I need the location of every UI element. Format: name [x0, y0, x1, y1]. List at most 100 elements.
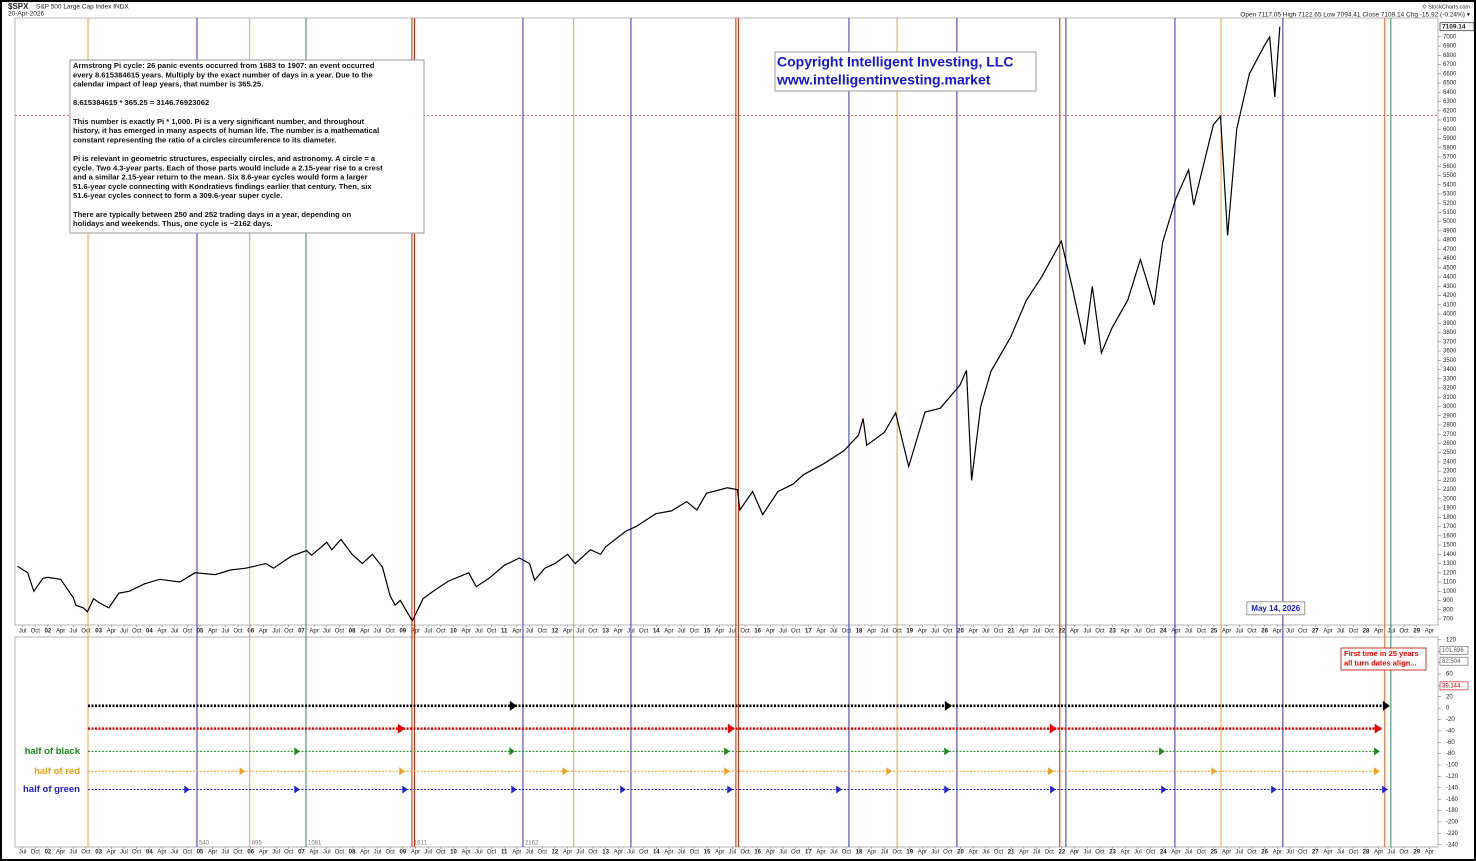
y-tick-label: 5900: [1443, 136, 1457, 142]
x-tick-label: Oct: [284, 629, 294, 635]
x-tick-label: 14: [653, 850, 660, 856]
x-tick-label: 23: [1109, 850, 1116, 856]
x-tick-label: Jul: [1134, 850, 1142, 856]
y-tick-label: 2800: [1443, 423, 1457, 429]
cycle-arrow: [239, 767, 246, 776]
y-tick-label: 1600: [1443, 533, 1457, 539]
cycle-arrow: [1050, 785, 1056, 794]
x-tick-label: Oct: [487, 629, 497, 635]
y2-tick-label: 60: [1446, 672, 1453, 678]
x-tick-label: Oct: [233, 850, 243, 856]
x-tick-label: Oct: [690, 850, 700, 856]
y-tick-label: 5600: [1443, 164, 1457, 170]
x-tick-label: Apr: [1425, 629, 1434, 635]
x-tick-label: Apr: [614, 629, 623, 635]
x-tick-label: Jul: [222, 850, 230, 856]
x-tick-label: Oct: [81, 629, 91, 635]
x-tick-label: Jul: [69, 850, 77, 856]
cycle-arrow: [724, 747, 730, 756]
x-tick-label: Oct: [31, 629, 41, 635]
x-tick-label: Oct: [639, 850, 649, 856]
x-tick-label: Apr: [867, 629, 876, 635]
x-tick-label: Jul: [272, 629, 280, 635]
x-tick-label: Oct: [1197, 850, 1207, 856]
x-tick-label: Jul: [576, 629, 584, 635]
x-tick-label: Apr: [259, 850, 268, 856]
price-panel: [14, 17, 1439, 626]
end-value: 101.696: [1442, 648, 1464, 654]
x-tick-label: Apr: [1070, 629, 1079, 635]
cycle-arrow: [727, 723, 735, 734]
x-tick-label: Apr: [360, 629, 369, 635]
x-tick-label: 28: [1363, 629, 1370, 635]
y-tick-label: 2500: [1443, 450, 1457, 456]
end-value-box: [1439, 656, 1469, 666]
cycle-arrow: [1271, 785, 1277, 794]
x-tick-label: Oct: [588, 850, 598, 856]
copyright-url: www.intelligentinvesting.market: [776, 72, 991, 88]
note-line: history, it has emerged in many aspects …: [73, 126, 379, 135]
note-line: constant representing the ratio of a cir…: [73, 135, 336, 144]
y-tick-label: 900: [1443, 598, 1454, 604]
y-tick-label: 6900: [1443, 44, 1457, 50]
y-tick-label: 5400: [1443, 182, 1457, 188]
y-tick-label: 3600: [1443, 349, 1457, 355]
x-tick-label: Oct: [385, 629, 395, 635]
end-value-box: [1439, 681, 1469, 691]
x-tick-label: 03: [95, 850, 102, 856]
x-tick-label: Jul: [222, 629, 230, 635]
alert-text: all turn dates align...: [1344, 658, 1417, 667]
x-tick-label: Oct: [842, 629, 852, 635]
x-tick-label: Jul: [931, 629, 939, 635]
cycle-arrow: [509, 747, 515, 756]
x-tick-label: 13: [602, 850, 609, 856]
cycle-arrow: [1159, 747, 1165, 756]
y-tick-label: 4800: [1443, 238, 1457, 244]
y2-tick-label: -100: [1446, 763, 1459, 769]
x-tick-label: Jul: [1033, 850, 1041, 856]
x-tick-label: 06: [247, 850, 254, 856]
x-tick-label: Jul: [576, 850, 584, 856]
y-tick-label: 1100: [1443, 580, 1457, 586]
x-tick-label: Oct: [1247, 629, 1257, 635]
cycle-arrow: [509, 700, 517, 711]
x-tick-label: Apr: [157, 629, 166, 635]
x-tick-label: Jul: [1337, 629, 1345, 635]
x-tick-label: Apr: [259, 629, 268, 635]
cycle-arrow: [1382, 785, 1388, 794]
x-tick-label: Jul: [323, 629, 331, 635]
cycle-arrow: [511, 785, 517, 794]
x-tick-label: Oct: [639, 629, 649, 635]
cycle-arrow: [1211, 767, 1217, 776]
x-tick-label: Jul: [678, 629, 686, 635]
x-tick-label: Oct: [335, 850, 345, 856]
alert-box: [1340, 647, 1427, 671]
x-tick-label: 27: [1312, 629, 1319, 635]
y2-tick-label: 120: [1446, 637, 1457, 643]
y-tick-label: 4900: [1443, 228, 1457, 234]
x-tick-label: Jul: [1033, 629, 1041, 635]
note-line: Pi is relevant in geometric structures, …: [73, 154, 376, 163]
x-tick-label: 03: [95, 629, 102, 635]
y2-tick-label: -120: [1446, 774, 1459, 780]
x-tick-label: 19: [906, 850, 913, 856]
y-tick-label: 3100: [1443, 395, 1457, 401]
note-line: This number is exactly Pi * 1,000. Pi is…: [73, 117, 365, 126]
x-tick-label: Apr: [208, 629, 217, 635]
x-tick-label: Apr: [1222, 850, 1231, 856]
note-line: 51.6-year cycle connecting with Kondrati…: [73, 182, 372, 191]
y-tick-label: 5100: [1443, 210, 1457, 216]
x-tick-label: Apr: [664, 629, 673, 635]
y-tick-label: 3300: [1443, 376, 1457, 382]
x-tick-label: Apr: [664, 850, 673, 856]
x-tick-label: Jul: [475, 629, 483, 635]
x-tick-label: Oct: [1399, 629, 1409, 635]
x-tick-label: 17: [805, 629, 812, 635]
x-tick-label: Oct: [31, 850, 41, 856]
end-value: 39.144: [1442, 683, 1461, 689]
x-tick-label: Apr: [1019, 629, 1028, 635]
y-tick-label: 4400: [1443, 275, 1457, 281]
x-tick-label: Jul: [120, 629, 128, 635]
cycle-arrow: [562, 767, 569, 776]
x-tick-label: Oct: [892, 850, 902, 856]
